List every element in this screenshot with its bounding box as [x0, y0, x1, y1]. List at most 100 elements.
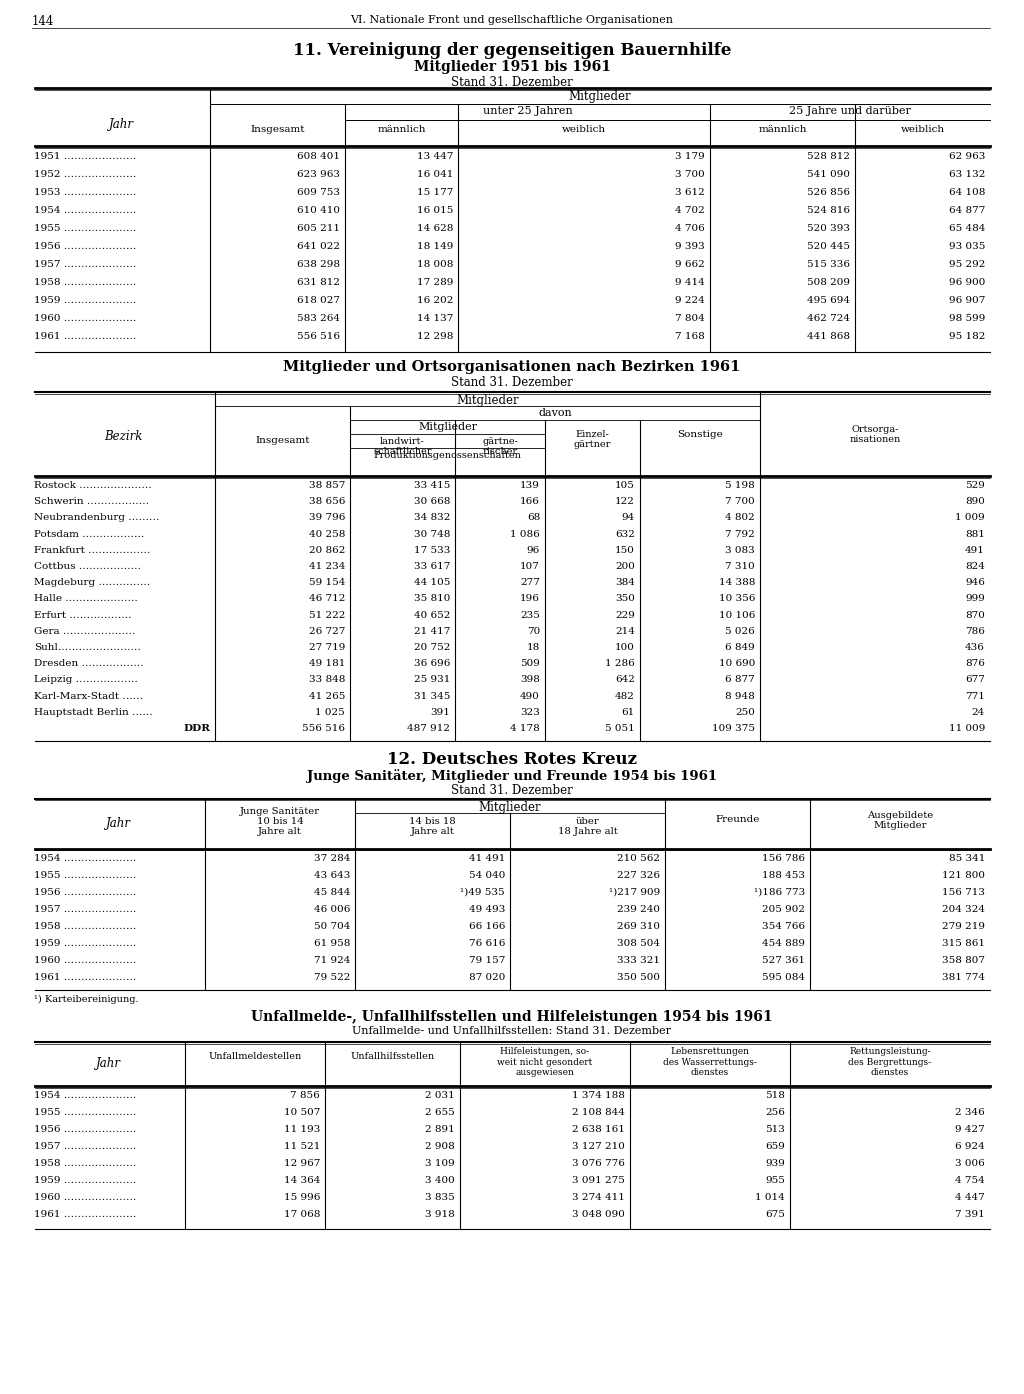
Text: 605 211: 605 211: [297, 224, 340, 233]
Text: 876: 876: [966, 659, 985, 668]
Text: 93 035: 93 035: [948, 243, 985, 251]
Text: 85 341: 85 341: [948, 853, 985, 863]
Text: gärtne-
rischer: gärtne- rischer: [482, 436, 518, 456]
Text: 61: 61: [622, 708, 635, 717]
Text: 595 084: 595 084: [762, 973, 805, 981]
Text: 3 612: 3 612: [675, 188, 705, 197]
Text: 1957 …………………: 1957 …………………: [34, 261, 136, 269]
Text: Rostock …………………: Rostock …………………: [34, 481, 152, 491]
Text: weiblich: weiblich: [900, 125, 944, 134]
Text: 4 706: 4 706: [675, 224, 705, 233]
Text: 200: 200: [615, 562, 635, 572]
Text: 41 234: 41 234: [308, 562, 345, 572]
Text: 3 918: 3 918: [425, 1210, 455, 1220]
Text: 7 804: 7 804: [675, 314, 705, 323]
Text: 515 336: 515 336: [807, 261, 850, 269]
Text: 30 748: 30 748: [414, 530, 450, 538]
Text: 1960 …………………: 1960 …………………: [34, 1193, 136, 1202]
Text: Unfallhilfsstellen: Unfallhilfsstellen: [350, 1052, 434, 1061]
Text: 7 856: 7 856: [290, 1092, 319, 1100]
Text: 955: 955: [765, 1177, 785, 1185]
Text: 269 310: 269 310: [617, 921, 660, 931]
Text: 49 493: 49 493: [469, 905, 505, 913]
Text: 27 719: 27 719: [308, 643, 345, 652]
Text: 17 068: 17 068: [284, 1210, 319, 1220]
Text: 4 754: 4 754: [955, 1177, 985, 1185]
Text: 870: 870: [966, 611, 985, 619]
Text: 121 800: 121 800: [942, 871, 985, 880]
Text: 105: 105: [615, 481, 635, 491]
Text: Unfallmeldestellen: Unfallmeldestellen: [208, 1052, 302, 1061]
Text: Einzel-
gärtner: Einzel- gärtner: [573, 429, 611, 449]
Text: 188 453: 188 453: [762, 871, 805, 880]
Text: 64 108: 64 108: [948, 188, 985, 197]
Text: 41 265: 41 265: [308, 691, 345, 701]
Text: 2 638 161: 2 638 161: [572, 1125, 625, 1135]
Text: 609 753: 609 753: [297, 188, 340, 197]
Text: 14 364: 14 364: [284, 1177, 319, 1185]
Text: 4 702: 4 702: [675, 206, 705, 215]
Text: Potsdam ………………: Potsdam ………………: [34, 530, 144, 538]
Text: 490: 490: [520, 691, 540, 701]
Text: 1958 …………………: 1958 …………………: [34, 277, 136, 287]
Text: 10 356: 10 356: [719, 594, 755, 604]
Text: 454 889: 454 889: [762, 938, 805, 948]
Text: 14 388: 14 388: [719, 579, 755, 587]
Text: 1 025: 1 025: [315, 708, 345, 717]
Text: Rettungsleistung-
des Bergrettungs-
dienstes: Rettungsleistung- des Bergrettungs- dien…: [849, 1047, 932, 1078]
Text: 1960 …………………: 1960 …………………: [34, 956, 136, 965]
Text: 10 690: 10 690: [719, 659, 755, 668]
Text: 31 345: 31 345: [414, 691, 450, 701]
Text: 25 Jahre und darüber: 25 Jahre und darüber: [790, 106, 911, 116]
Text: ¹) Karteibereinigung.: ¹) Karteibereinigung.: [34, 995, 138, 1004]
Text: 6 849: 6 849: [725, 643, 755, 652]
Text: 315 861: 315 861: [942, 938, 985, 948]
Text: 1959 …………………: 1959 …………………: [34, 296, 136, 305]
Text: DDR: DDR: [183, 723, 210, 733]
Text: 771: 771: [966, 691, 985, 701]
Text: 156 786: 156 786: [762, 853, 805, 863]
Text: ¹)49 535: ¹)49 535: [461, 888, 505, 896]
Text: 333 321: 333 321: [617, 956, 660, 965]
Text: 25 931: 25 931: [414, 676, 450, 684]
Text: 786: 786: [966, 627, 985, 636]
Text: 235: 235: [520, 611, 540, 619]
Text: 556 516: 556 516: [302, 723, 345, 733]
Text: 608 401: 608 401: [297, 152, 340, 160]
Text: 526 856: 526 856: [807, 188, 850, 197]
Text: 2 891: 2 891: [425, 1125, 455, 1135]
Text: 1951 …………………: 1951 …………………: [34, 152, 136, 160]
Text: 9 662: 9 662: [675, 261, 705, 269]
Text: 65 484: 65 484: [948, 224, 985, 233]
Text: 3 091 275: 3 091 275: [572, 1177, 625, 1185]
Text: 68: 68: [526, 513, 540, 523]
Text: Mitglieder: Mitglieder: [456, 395, 519, 407]
Text: 96 907: 96 907: [948, 296, 985, 305]
Text: 18 149: 18 149: [417, 243, 453, 251]
Text: 508 209: 508 209: [807, 277, 850, 287]
Text: 166: 166: [520, 498, 540, 506]
Text: 632: 632: [615, 530, 635, 538]
Text: 11. Vereinigung der gegenseitigen Bauernhilfe: 11. Vereinigung der gegenseitigen Bauern…: [293, 42, 731, 59]
Text: 107: 107: [520, 562, 540, 572]
Text: Neubrandenburg ………: Neubrandenburg ………: [34, 513, 160, 523]
Text: Erfurt ………………: Erfurt ………………: [34, 611, 132, 619]
Text: 26 727: 26 727: [308, 627, 345, 636]
Text: 1955 …………………: 1955 …………………: [34, 871, 136, 880]
Text: 11 193: 11 193: [284, 1125, 319, 1135]
Text: unter 25 Jahren: unter 25 Jahren: [482, 106, 572, 116]
Text: 9 427: 9 427: [955, 1125, 985, 1135]
Text: 12 298: 12 298: [417, 332, 453, 342]
Text: 641 022: 641 022: [297, 243, 340, 251]
Text: 529: 529: [966, 481, 985, 491]
Text: 227 326: 227 326: [617, 871, 660, 880]
Text: 14 628: 14 628: [417, 224, 453, 233]
Text: 94: 94: [622, 513, 635, 523]
Text: 10 507: 10 507: [284, 1108, 319, 1117]
Text: 308 504: 308 504: [617, 938, 660, 948]
Text: 638 298: 638 298: [297, 261, 340, 269]
Text: 63 132: 63 132: [948, 170, 985, 178]
Text: 487 912: 487 912: [407, 723, 450, 733]
Text: männlich: männlich: [758, 125, 807, 134]
Text: 1955 …………………: 1955 …………………: [34, 224, 136, 233]
